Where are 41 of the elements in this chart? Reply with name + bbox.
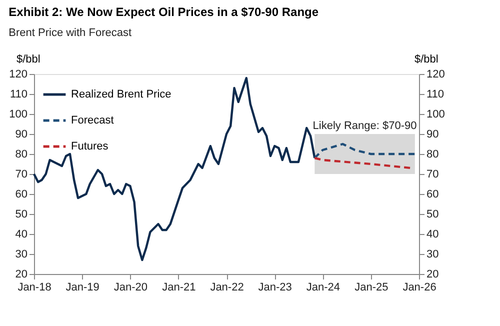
legend-label: Forecast bbox=[71, 114, 114, 126]
y2-tick-label: 90 bbox=[426, 128, 439, 140]
chart-title: Exhibit 2: We Now Expect Oil Prices in a $70-90 Range bbox=[8, 5, 319, 19]
y-tick-label: 70 bbox=[15, 168, 28, 180]
line-series bbox=[314, 156, 412, 170]
y2-tick-label: 20 bbox=[426, 268, 439, 280]
y-tick-label: 50 bbox=[15, 208, 28, 220]
y-tick-label: 40 bbox=[15, 228, 28, 240]
y2-tick-label: 100 bbox=[426, 108, 445, 120]
y2-tick-label: 30 bbox=[426, 248, 439, 260]
y-tick-label: 100 bbox=[9, 108, 28, 120]
legend-label: Realized Brent Price bbox=[71, 88, 172, 100]
y2-tick-label: 70 bbox=[426, 168, 439, 180]
x-tick-label: Jan-18 bbox=[18, 282, 52, 294]
x-tick-label: Jan-24 bbox=[306, 282, 340, 294]
y2-axis-title: $/bbl bbox=[414, 54, 438, 66]
y2-tick-label: 110 bbox=[426, 88, 444, 100]
line-series bbox=[314, 142, 416, 160]
y2-tick-label: 50 bbox=[426, 208, 439, 220]
x-tick-label: Jan-21 bbox=[162, 282, 196, 294]
y-tick-label: 80 bbox=[15, 148, 28, 160]
x-tick-label: Jan-26 bbox=[402, 282, 436, 294]
y-tick-label: 20 bbox=[15, 268, 28, 280]
x-tick-label: Jan-23 bbox=[258, 282, 292, 294]
x-tick-label: Jan-22 bbox=[210, 282, 244, 294]
band-label: Likely Range: $70-90 bbox=[312, 120, 417, 132]
x-tick-label: Jan-20 bbox=[114, 282, 148, 294]
x-tick-label: Jan-19 bbox=[66, 282, 100, 294]
y2-tick-label: 40 bbox=[426, 228, 439, 240]
chart-subtitle: Brent Price with Forecast bbox=[8, 27, 132, 39]
y-axis-title: $/bbl bbox=[16, 54, 40, 66]
y-tick-label: 120 bbox=[9, 68, 28, 80]
y-tick-label: 110 bbox=[10, 88, 28, 100]
y-tick-label: 60 bbox=[15, 188, 28, 200]
legend-label: Futures bbox=[71, 140, 109, 152]
y2-tick-label: 80 bbox=[426, 148, 439, 160]
y2-tick-label: 120 bbox=[426, 68, 445, 80]
y-tick-label: 30 bbox=[15, 248, 28, 260]
x-tick-label: Jan-25 bbox=[354, 282, 388, 294]
y-tick-label: 90 bbox=[15, 128, 28, 140]
y2-tick-label: 60 bbox=[426, 188, 439, 200]
